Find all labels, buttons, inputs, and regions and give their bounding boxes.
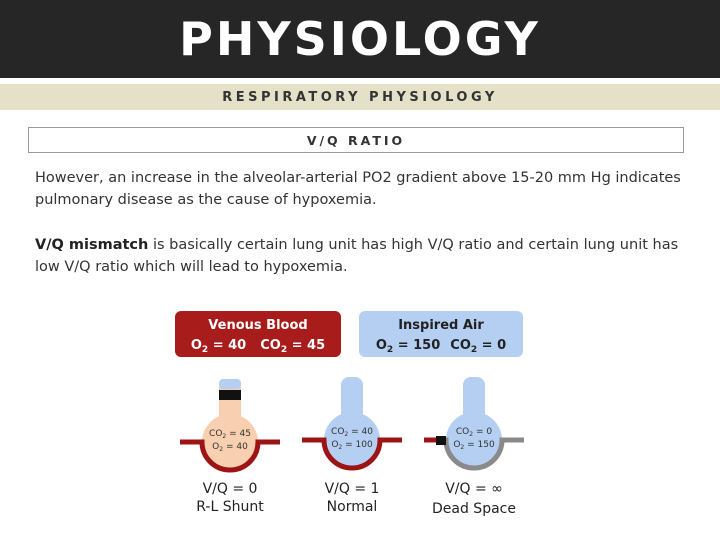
normal-co2: CO2 = 40 [331, 427, 373, 438]
dead-space-o2: O2 = 150 [453, 440, 495, 451]
page-subtitle: RESPIRATORY PHYSIOLOGY [222, 89, 498, 105]
mismatch-definition: is basically certain lung unit has high … [35, 237, 679, 275]
shunt-alveolus [202, 414, 258, 470]
section-header: V/Q RATIO [28, 127, 684, 153]
venous-blood-bg [175, 311, 341, 357]
paragraph-gradient: However, an increase in the alveolar-art… [35, 170, 681, 208]
lung-unit-normal: CO2 = 40 O2 = 100 V/Q = 1 Normal [302, 377, 402, 515]
section-title: V/Q RATIO [306, 132, 406, 148]
inspired-air-box: Inspired Air O2 = 150 CO2 = 0 [359, 311, 523, 357]
venous-blood-values: O2 = 40 CO2 = 45 [191, 338, 325, 355]
dead-space-co2: CO2 = 0 [456, 427, 492, 438]
normal-label: Normal [327, 499, 378, 515]
shunt-o2: O2 = 40 [212, 442, 248, 453]
inspired-air-title: Inspired Air [398, 318, 484, 333]
shunt-capillary [180, 439, 280, 473]
shunt-label: R-L Shunt [196, 499, 264, 515]
inspired-air-bg [359, 311, 523, 357]
dead-space-capillary [424, 437, 524, 471]
inspired-air-values: O2 = 150 CO2 = 0 [376, 338, 506, 355]
lung-unit-shunt: CO2 = 45 O2 = 40 V/Q = 0 R-L Shunt [180, 379, 280, 515]
venous-blood-box: Venous Blood O2 = 40 CO2 = 45 [175, 311, 341, 357]
normal-ratio: V/Q = 1 [325, 481, 380, 497]
mismatch-term: V/Q mismatch [35, 237, 149, 253]
dead-space-alveolus [446, 412, 502, 468]
normal-capillary [302, 437, 402, 471]
paragraph-mismatch: V/Q mismatch is basically certain lung u… [35, 234, 685, 278]
shunt-ratio: V/Q = 0 [203, 481, 258, 497]
dead-space-ratio: V/Q = ∞ [445, 481, 503, 497]
subtitle-bar: RESPIRATORY PHYSIOLOGY [0, 84, 720, 110]
normal-alveolus [324, 412, 380, 468]
dead-space-label: Dead Space [432, 501, 516, 517]
title-bar: PHYSIOLOGY [0, 0, 720, 78]
dead-space-block-icon [436, 436, 446, 445]
lung-unit-dead-space: CO2 = 0 O2 = 150 V/Q = ∞ Dead Space [424, 377, 524, 517]
shunt-co2: CO2 = 45 [209, 429, 251, 440]
normal-o2: O2 = 100 [331, 440, 373, 451]
venous-blood-title: Venous Blood [208, 318, 307, 333]
shunt-airway-air [219, 379, 241, 389]
page-title: PHYSIOLOGY [179, 12, 541, 66]
shunt-airway-block-icon [219, 390, 241, 400]
